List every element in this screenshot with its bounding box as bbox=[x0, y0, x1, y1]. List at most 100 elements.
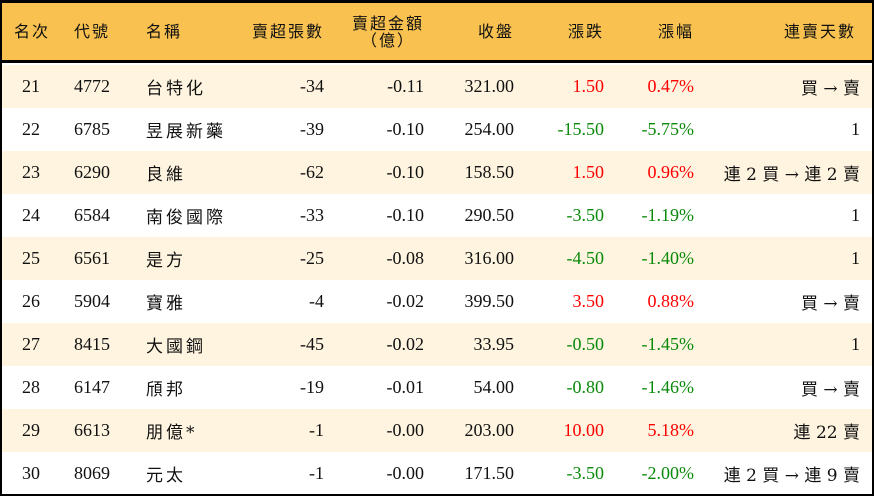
cell-code: 6290 bbox=[74, 162, 110, 182]
cell-change: -0.80 bbox=[566, 377, 605, 397]
cell-amount: -0.10 bbox=[386, 205, 425, 225]
cell-change: -3.50 bbox=[566, 463, 605, 483]
cell-rank: 29 bbox=[22, 420, 40, 440]
cell-rank: 24 bbox=[22, 205, 40, 225]
cell-change: -15.50 bbox=[557, 119, 605, 139]
cell-amount: -0.01 bbox=[386, 377, 425, 397]
cell-name: 大國鋼 bbox=[146, 337, 206, 357]
cell-close: 158.50 bbox=[464, 162, 515, 182]
cell-code: 6147 bbox=[74, 377, 110, 397]
cell-rank: 22 bbox=[22, 119, 40, 139]
cell-change: -4.50 bbox=[566, 248, 605, 268]
table-header: 名次 代號 名稱 賣超張數 賣超金額 （億） 收盤 漲跌 漲幅 連賣天數 bbox=[2, 3, 872, 63]
cell-close: 203.00 bbox=[464, 420, 515, 440]
header-amount-line1: 賣超金額 bbox=[351, 13, 424, 33]
cell-rank: 25 bbox=[22, 248, 40, 268]
cell-change: 1.50 bbox=[572, 76, 605, 96]
cell-pct: 5.18% bbox=[647, 420, 695, 440]
cell-code: 6561 bbox=[74, 248, 110, 268]
cell-days: 1 bbox=[851, 205, 860, 225]
header-amount-line2: （億） bbox=[360, 30, 415, 50]
table-row: 24 6584 南俊國際 -33 -0.10 290.50 -3.50 -1.19% 1 bbox=[2, 194, 872, 237]
cell-change: -3.50 bbox=[566, 205, 605, 225]
header-pct: 漲幅 bbox=[657, 22, 694, 41]
cell-name: 良維 bbox=[146, 165, 186, 185]
cell-shares: -25 bbox=[300, 248, 324, 268]
table-row: 22 6785 昱展新藥 -39 -0.10 254.00 -15.50 -5.75% 1 bbox=[2, 108, 872, 151]
table-row: 28 6147 頎邦 -19 -0.01 54.00 -0.80 -1.46% 買 → 賣 bbox=[2, 366, 872, 409]
cell-amount: -0.00 bbox=[386, 420, 425, 440]
cell-pct: 0.96% bbox=[647, 162, 695, 182]
cell-change: 3.50 bbox=[572, 291, 605, 311]
cell-days: 1 bbox=[851, 334, 860, 354]
cell-days: 1 bbox=[851, 119, 860, 139]
cell-shares: -33 bbox=[300, 205, 324, 225]
cell-amount: -0.02 bbox=[386, 291, 425, 311]
header-shares: 賣超張數 bbox=[251, 22, 324, 41]
cell-rank: 23 bbox=[22, 162, 40, 182]
table-row: 21 4772 台特化 -34 -0.11 321.00 1.50 0.47% 買 → 賣 bbox=[2, 65, 872, 108]
table-row: 26 5904 寶雅 -4 -0.02 399.50 3.50 0.88% 買 → 賣 bbox=[2, 280, 872, 323]
cell-rank: 27 bbox=[22, 334, 40, 354]
cell-amount: -0.08 bbox=[386, 248, 425, 268]
cell-shares: -62 bbox=[300, 162, 324, 182]
table-row: 29 6613 朋億* -1 -0.00 203.00 10.00 5.18% 連 22 賣 bbox=[2, 409, 872, 452]
cell-shares: -1 bbox=[309, 463, 324, 483]
cell-code: 6613 bbox=[74, 420, 110, 440]
cell-code: 8069 bbox=[74, 463, 110, 483]
cell-shares: -4 bbox=[309, 291, 324, 311]
header-amount: 賣超金額 （億） bbox=[352, 3, 424, 60]
cell-code: 6584 bbox=[74, 205, 110, 225]
cell-close: 290.50 bbox=[464, 205, 515, 225]
cell-pct: -1.45% bbox=[641, 334, 695, 354]
cell-name: 頎邦 bbox=[146, 380, 186, 400]
cell-change: 1.50 bbox=[572, 162, 605, 182]
cell-days: 連 2 買 → 連 2 賣 bbox=[723, 165, 860, 185]
table-row: 23 6290 良維 -62 -0.10 158.50 1.50 0.96% 連 2 買 → 連… bbox=[2, 151, 872, 194]
cell-rank: 30 bbox=[22, 463, 40, 483]
cell-pct: -1.19% bbox=[641, 205, 695, 225]
cell-close: 254.00 bbox=[464, 119, 515, 139]
cell-days: 連 22 賣 bbox=[793, 423, 860, 443]
cell-days: 買 → 賣 bbox=[800, 294, 860, 314]
cell-pct: 0.47% bbox=[647, 76, 695, 96]
cell-shares: -1 bbox=[309, 420, 324, 440]
cell-pct: -1.46% bbox=[641, 377, 695, 397]
cell-rank: 26 bbox=[22, 291, 40, 311]
cell-amount: -0.00 bbox=[386, 463, 425, 483]
cell-days: 1 bbox=[851, 248, 860, 268]
cell-shares: -45 bbox=[300, 334, 324, 354]
cell-pct: -5.75% bbox=[641, 119, 695, 139]
cell-close: 316.00 bbox=[464, 248, 515, 268]
cell-pct: -2.00% bbox=[641, 463, 695, 483]
cell-shares: -34 bbox=[300, 76, 324, 96]
header-code: 代號 bbox=[74, 22, 111, 41]
header-change: 漲跌 bbox=[567, 22, 604, 41]
cell-code: 8415 bbox=[74, 334, 110, 354]
table-row: 25 6561 是方 -25 -0.08 316.00 -4.50 -1.40% 1 bbox=[2, 237, 872, 280]
cell-amount: -0.10 bbox=[386, 119, 425, 139]
cell-code: 4772 bbox=[74, 76, 110, 96]
cell-shares: -19 bbox=[300, 377, 324, 397]
cell-change: 10.00 bbox=[563, 420, 605, 440]
cell-shares: -39 bbox=[300, 119, 324, 139]
cell-rank: 28 bbox=[22, 377, 40, 397]
cell-days: 買 → 賣 bbox=[800, 380, 860, 400]
cell-pct: -1.40% bbox=[641, 248, 695, 268]
cell-close: 171.50 bbox=[464, 463, 515, 483]
cell-name: 台特化 bbox=[146, 79, 206, 99]
cell-days: 買 → 賣 bbox=[800, 79, 860, 99]
cell-days: 連 2 買 → 連 9 賣 bbox=[723, 466, 860, 486]
cell-close: 33.95 bbox=[473, 334, 515, 354]
cell-amount: -0.11 bbox=[387, 76, 424, 96]
cell-amount: -0.02 bbox=[386, 334, 425, 354]
cell-name: 寶雅 bbox=[146, 294, 186, 314]
cell-amount: -0.10 bbox=[386, 162, 425, 182]
table-row: 30 8069 元太 -1 -0.00 171.50 -3.50 -2.00% 連 2 買 → … bbox=[2, 452, 872, 495]
cell-rank: 21 bbox=[22, 76, 40, 96]
header-name: 名稱 bbox=[146, 22, 183, 41]
table-row: 27 8415 大國鋼 -45 -0.02 33.95 -0.50 -1.45% 1 bbox=[2, 323, 872, 366]
header-close: 收盤 bbox=[477, 22, 514, 41]
cell-name: 朋億* bbox=[146, 423, 198, 443]
